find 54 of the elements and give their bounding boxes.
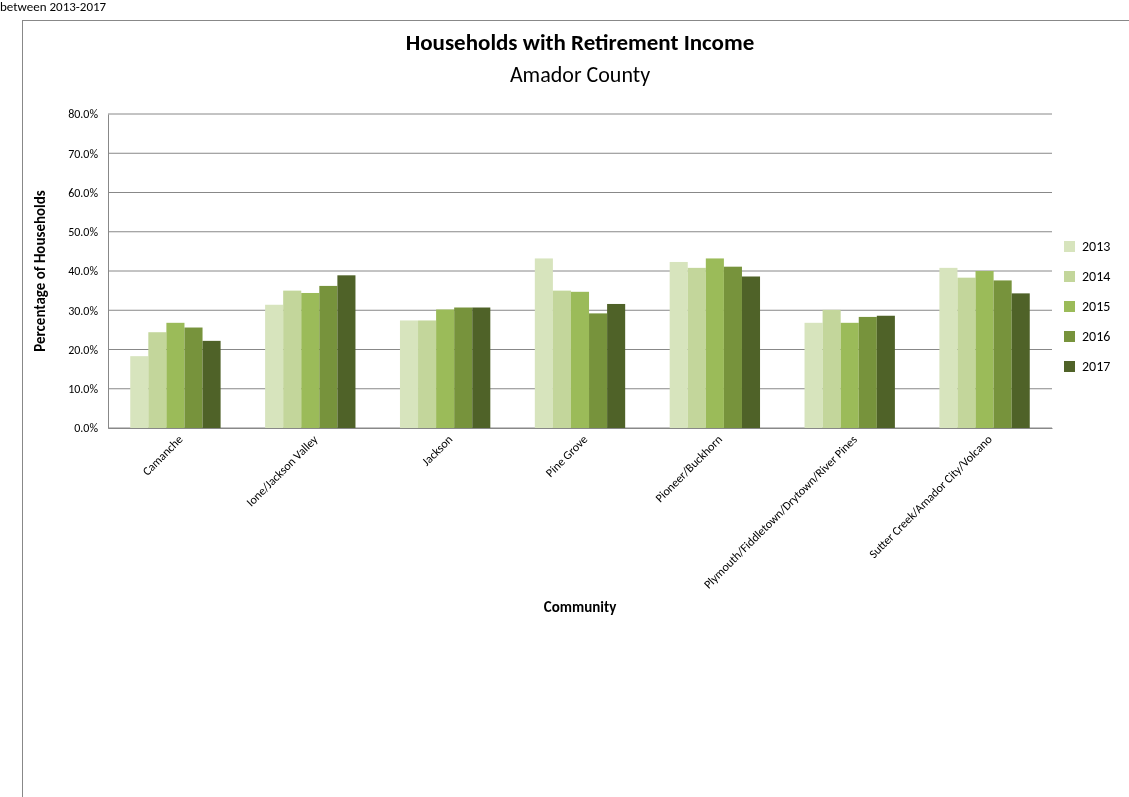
bar — [436, 309, 455, 428]
bar — [534, 258, 553, 428]
bar — [669, 261, 688, 428]
y-tick-label: 60.0% — [68, 185, 99, 200]
bar — [939, 267, 958, 428]
bar — [589, 313, 608, 428]
bar — [1011, 293, 1030, 428]
legend-label: 2016 — [1082, 328, 1111, 345]
bar — [957, 277, 976, 428]
text: between 2013-2017 — [0, 0, 107, 14]
y-tick-label: 10.0% — [68, 382, 99, 397]
legend-label: 2014 — [1082, 268, 1111, 285]
bar — [552, 290, 571, 428]
y-tick-label: 70.0% — [68, 146, 99, 161]
bar — [687, 267, 706, 428]
y-tick-label: 80.0% — [68, 107, 99, 122]
chart-title: Households with Retirement Income — [405, 28, 755, 56]
bar — [301, 292, 320, 428]
y-tick-label: 40.0% — [68, 264, 99, 279]
bar — [705, 258, 724, 428]
y-tick-label: 20.0% — [68, 342, 99, 357]
bar — [741, 276, 761, 428]
bar — [454, 307, 473, 428]
bar — [858, 316, 877, 428]
bar — [822, 309, 841, 428]
bar — [265, 304, 284, 428]
bar — [130, 356, 149, 428]
bar — [723, 266, 742, 428]
bar — [840, 322, 859, 428]
y-axis-title: Percentage of Households — [31, 190, 49, 352]
bar — [319, 285, 338, 428]
legend-label: 2017 — [1082, 358, 1111, 375]
bar — [166, 322, 185, 428]
bar — [283, 290, 302, 428]
bar — [876, 315, 895, 428]
bar — [418, 320, 437, 428]
bar — [472, 307, 491, 428]
y-tick-label: 30.0% — [68, 303, 99, 318]
bar — [993, 280, 1012, 428]
bar — [570, 291, 590, 428]
bar — [975, 271, 994, 428]
legend-label: 2015 — [1082, 298, 1111, 315]
bar — [804, 322, 823, 428]
bar — [607, 303, 626, 428]
bar — [184, 327, 203, 428]
y-tick-label: 50.0% — [68, 225, 99, 240]
bar — [337, 275, 356, 428]
legend-label: 2013 — [1082, 238, 1111, 255]
y-tick-label: 0.0% — [74, 421, 99, 436]
x-axis-title: Community — [543, 598, 618, 616]
bar — [202, 340, 221, 428]
chart-subtitle: Amador County — [509, 61, 651, 88]
bar — [399, 320, 419, 428]
bar — [148, 332, 167, 428]
